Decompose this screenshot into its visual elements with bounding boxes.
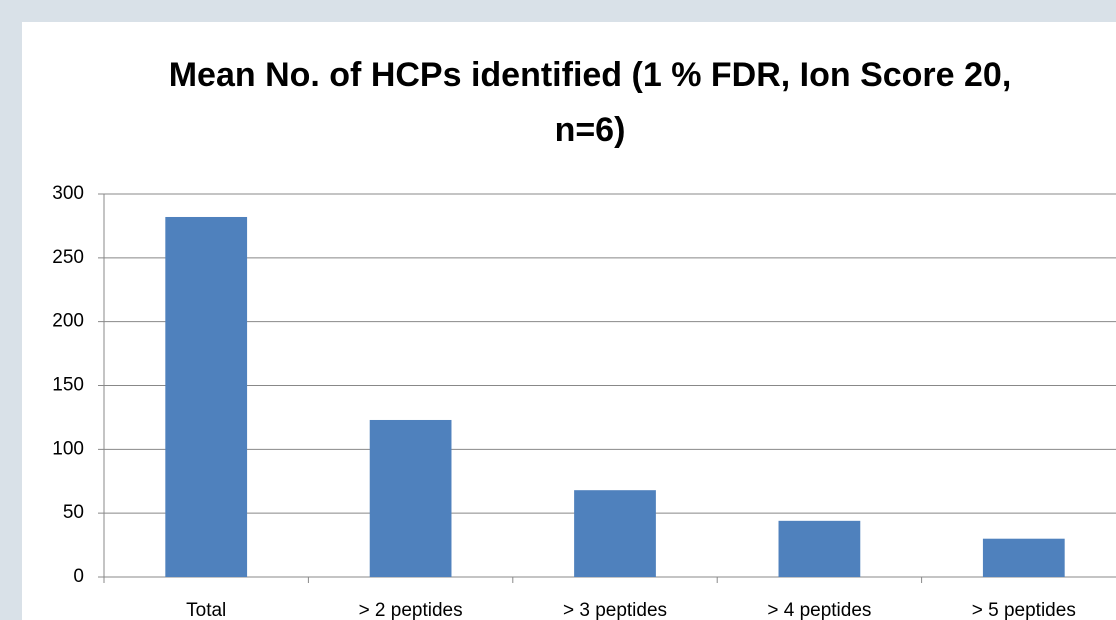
x-tick-label: > 3 peptides — [563, 600, 667, 620]
x-tick-label: > 5 peptides — [972, 600, 1076, 620]
y-tick-label: 150 — [52, 375, 84, 396]
bar — [778, 520, 861, 577]
bar — [982, 538, 1065, 577]
y-tick-label: 100 — [52, 438, 84, 459]
x-tick-label: > 4 peptides — [767, 600, 871, 620]
x-tick-label: > 2 peptides — [359, 600, 463, 620]
x-tick-label: Total — [186, 600, 226, 620]
y-tick-label: 50 — [63, 502, 84, 523]
y-tick-label: 0 — [73, 566, 84, 587]
chart-title: Mean No. of HCPs identified (1 % FDR, Io… — [168, 56, 1012, 149]
y-tick-label: 300 — [52, 183, 84, 204]
bar — [369, 419, 452, 577]
y-tick-label: 200 — [52, 311, 84, 332]
y-tick-label: 250 — [52, 247, 84, 268]
bar — [574, 490, 656, 577]
bar — [165, 216, 248, 578]
